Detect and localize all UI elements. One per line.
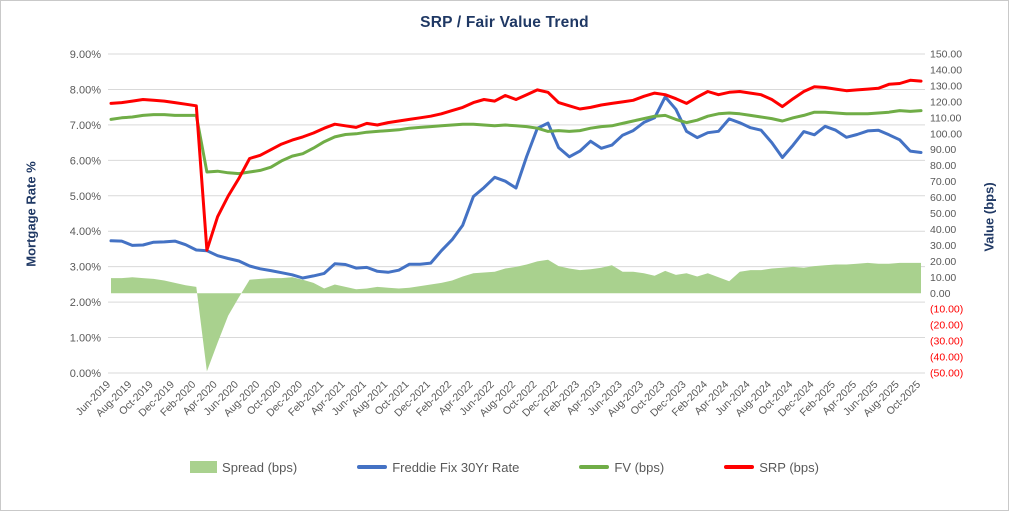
legend-swatch-fv-bps: [579, 465, 610, 469]
right-axis-tick-label: 10.00: [930, 272, 956, 284]
right-axis-tick-label: 40.00: [930, 224, 956, 236]
left-axis-tick-label: 9.00%: [70, 49, 101, 61]
right-axis-tick-label: 0.00: [930, 288, 951, 300]
left-axis-tick-label: 5.00%: [70, 191, 101, 203]
right-axis-tick-label: 130.00: [930, 80, 962, 92]
right-axis-tick-label: 120.00: [930, 96, 962, 108]
series-line-freddie-fix-30yr-rate: [109, 95, 923, 280]
chart-legend: Spread (bps) Freddie Fix 30Yr Rate FV (bps…: [1, 455, 1008, 479]
left-axis-tick-label: 3.00%: [70, 262, 101, 274]
left-axis-tick-label: 4.00%: [70, 226, 101, 238]
legend-item-freddie-fix-30yr-rate: Freddie Fix 30Yr Rate: [357, 460, 519, 475]
legend-label: Spread (bps): [222, 459, 298, 475]
right-axis-tick-label: 70.00: [930, 176, 956, 188]
left-axis-tick-label: 0.00%: [70, 368, 101, 380]
right-axis-tick-label: (50.00): [930, 368, 963, 380]
right-axis-tick-label: 20.00: [930, 256, 956, 268]
right-axis-tick-label: 60.00: [930, 192, 956, 204]
chart-title: SRP / Fair Value Trend: [420, 14, 589, 31]
left-axis-tick-label: 2.00%: [70, 297, 101, 309]
legend-swatch-spread-bps: [190, 461, 218, 473]
right-axis-tick-label: (10.00): [930, 304, 963, 316]
right-axis-tick-label: 80.00: [930, 160, 956, 172]
left-axis-tick-label: 7.00%: [70, 120, 101, 132]
legend-label: SRP (bps): [759, 459, 819, 475]
series-line-fv-bps: [109, 109, 923, 176]
legend-item-fv-bps: FV (bps): [579, 460, 664, 475]
right-axis-tick-label: 110.00: [930, 112, 961, 124]
legend-label: Freddie Fix 30Yr Rate: [392, 459, 520, 475]
left-axis-tick-label: 8.00%: [70, 84, 101, 96]
right-axis-tick-label: (30.00): [930, 336, 963, 348]
right-axis-tick-label: 140.00: [930, 64, 962, 76]
left-axis-tick-label: 1.00%: [70, 333, 101, 345]
left-axis-tick-label: 6.00%: [70, 155, 101, 167]
right-axis-tick-label: 90.00: [930, 144, 956, 156]
legend-label: FV (bps): [614, 459, 665, 475]
series-line-srp-bps: [109, 78, 923, 252]
right-axis-tick-label: 30.00: [930, 240, 956, 252]
legend-item-srp-bps: SRP (bps): [724, 460, 819, 475]
legend-item-spread-bps: Spread (bps): [190, 460, 297, 475]
right-axis-tick-label: 100.00: [930, 128, 962, 140]
right-axis-tick-label: 50.00: [930, 208, 956, 220]
series-area-spread-bps: [111, 259, 921, 372]
right-axis-tick-label: (20.00): [930, 320, 963, 332]
legend-swatch-freddie-fix-30yr-rate: [357, 465, 388, 469]
legend-swatch-srp-bps: [724, 465, 755, 469]
right-axis-tick-label: 150.00: [930, 49, 962, 61]
right-axis-tick-label: (40.00): [930, 352, 963, 364]
